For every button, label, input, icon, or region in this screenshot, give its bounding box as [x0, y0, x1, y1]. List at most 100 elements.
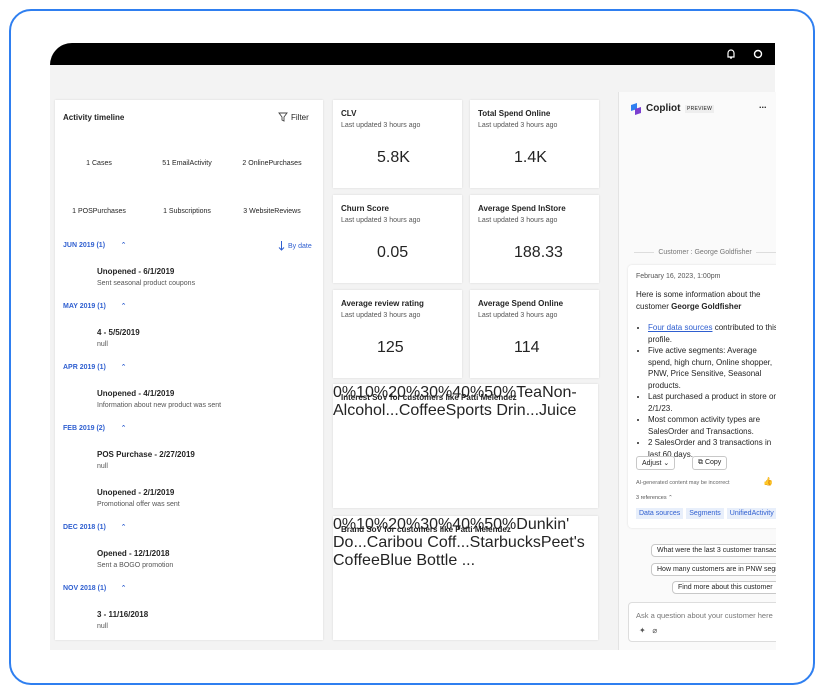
command-bar: [50, 65, 775, 92]
customer-name: George Goldfisher: [671, 301, 742, 311]
month-group[interactable]: APR 2019 (1): [63, 364, 106, 371]
sources-text: contributed to this profile.: [648, 323, 776, 344]
chart: 0%10%20%30%40%50%Dunkin' Do...Caribou Co…: [333, 516, 598, 570]
activity-type-label: 2 OnlinePurchases: [242, 160, 302, 167]
chevron: ⌃: [120, 303, 127, 310]
entry-detail: Sent seasonal product coupons: [97, 280, 196, 287]
month-group[interactable]: DEC 2018 (1): [63, 524, 106, 531]
kpi-updated: Last updated 3 hours ago: [478, 217, 558, 224]
summary-item: Last purchased a product in store on 2/1…: [648, 391, 776, 414]
activity-type-label: 51 EmailActivity: [162, 160, 212, 167]
kpi-updated: Last updated 3 hours ago: [478, 312, 558, 319]
kpi-value: 188.33: [514, 244, 563, 261]
kpi-updated: Last updated 3 hours ago: [341, 312, 421, 319]
kpi-value: 0.05: [377, 244, 409, 261]
customer-label: Customer : George Goldfisher: [658, 249, 752, 256]
summary-item: 2 SalesOrder and 3 transactions in last …: [648, 437, 776, 460]
copy-label: Copy: [704, 459, 722, 466]
month-group[interactable]: JUN 2019 (1): [63, 242, 106, 249]
entry-detail: Information about new product was sent: [97, 402, 222, 409]
filter-icon: [278, 112, 288, 122]
input-placeholder: Ask a question about your customer here: [636, 611, 773, 620]
activity-timeline: Activity timeline Filter By date 1 Cases…: [55, 100, 323, 640]
entry-detail: Promotional offer was sent: [97, 501, 180, 508]
entry-title: Unopened - 2/1/2019: [97, 488, 175, 497]
entry-detail: null: [97, 341, 108, 348]
prompt-icons[interactable]: ✦ ⌀: [639, 626, 658, 635]
thumbs-up[interactable]: 👍: [763, 477, 773, 486]
kpi-card: Average review rating Last updated 3 hour…: [333, 290, 462, 378]
summary-item: Four data sources contributed to this pr…: [648, 322, 776, 345]
month-group[interactable]: FEB 2019 (2): [63, 425, 106, 432]
summary-item: Five active segments: Average spend, hig…: [648, 345, 776, 391]
kpi-card: Average Spend Online Last updated 3 hours…: [470, 290, 599, 378]
more-menu[interactable]: ...: [759, 100, 767, 110]
notification-icon[interactable]: [726, 48, 736, 60]
timeline-title: Activity timeline: [63, 113, 125, 122]
kpi-card: Total Spend Online Last updated 3 hours a…: [470, 100, 599, 188]
x-tick-label: 0%: [333, 516, 357, 533]
kpi-card: CLV Last updated 3 hours ago 5.8K: [333, 100, 462, 188]
chevron: ⌃: [120, 364, 127, 371]
references-toggle[interactable]: 3 references ⌃: [636, 495, 673, 501]
sort-label: By date: [288, 242, 312, 250]
kpi-value: 5.8K: [377, 149, 410, 166]
chat-input[interactable]: Ask a question about your customer here …: [628, 602, 776, 642]
suggestion-chip[interactable]: Find more about this customer: [672, 581, 776, 594]
x-tick-label: 10%: [356, 384, 389, 401]
kpi-card: Average Spend InStore Last updated 3 hour…: [470, 195, 599, 283]
kpi-updated: Last updated 3 hours ago: [341, 122, 421, 129]
suggestion-chip[interactable]: What were the last 3 customer transactio…: [651, 544, 776, 557]
y-category-label: Coffee: [398, 402, 446, 419]
entry-detail: null: [97, 623, 108, 630]
chevron: ⌃: [120, 585, 127, 592]
y-category-label: Non-Alcohol...: [333, 384, 577, 419]
kpi-updated: Last updated 3 hours ago: [341, 217, 421, 224]
x-tick-label: 20%: [388, 384, 421, 401]
y-category-label: Dunkin' Do...: [333, 516, 570, 551]
month-group[interactable]: MAY 2019 (1): [63, 303, 106, 310]
month-group[interactable]: NOV 2018 (1): [63, 585, 107, 592]
settings-icon[interactable]: [752, 48, 764, 60]
chart-card: Brand SoV for customers like Patti Melen…: [333, 516, 598, 640]
x-tick-label: 20%: [388, 516, 421, 533]
entry-title: Opened - 12/1/2018: [97, 549, 170, 558]
sort-icon: [278, 241, 285, 251]
x-tick-label: 30%: [420, 384, 453, 401]
kpi-updated: Last updated 3 hours ago: [478, 122, 558, 129]
suggestion-chip[interactable]: How many customers are in PNW segment?: [651, 562, 776, 576]
chart-title: Interest SoV for customers like Patti Me…: [341, 393, 517, 402]
screenshot-frame: [9, 9, 815, 685]
copilot-logo: [631, 103, 641, 115]
y-category-label: Starbucks: [469, 534, 541, 551]
chevron: ⌃: [120, 524, 127, 531]
summary-item: Most common activity types are SalesOrde…: [648, 414, 776, 437]
x-tick-label: 40%: [452, 516, 485, 533]
adjust-button[interactable]: Adjust ⌄: [636, 456, 676, 470]
disclaimer: AI-generated content may be incorrect: [636, 480, 730, 486]
kpi-title: Average review rating: [341, 299, 424, 308]
reference-tag[interactable]: Segments: [686, 508, 724, 519]
sort-button[interactable]: By date: [278, 241, 312, 251]
filter-button[interactable]: Filter: [278, 112, 309, 122]
x-tick-label: 50%: [484, 516, 517, 533]
y-category-label: Tea: [516, 384, 543, 401]
activity-type-label: 3 WebsiteReviews: [243, 208, 301, 215]
chart: 0%10%20%30%40%50%TeaNon-Alcohol...Coffee…: [333, 384, 598, 420]
copilot-panel: Copliot PREVIEW ... Customer : George Go…: [618, 92, 776, 650]
sources-link[interactable]: Four data sources: [648, 323, 713, 332]
entry-title: 4 - 5/5/2019: [97, 328, 140, 337]
copy-button[interactable]: ⧉ Copy: [692, 456, 728, 470]
intro: Here is some information about the custo…: [636, 289, 776, 312]
reference-tag[interactable]: UnifiedActivity: [726, 508, 776, 519]
response-card: February 16, 2023, 1:00pm Here is some i…: [628, 265, 776, 528]
kpi-card: Churn Score Last updated 3 hours ago 0.05: [333, 195, 462, 283]
filter-label: Filter: [291, 112, 309, 122]
activity-type-label: 1 POSPurchases: [72, 208, 126, 215]
intro-text: Here is some information about the custo…: [636, 290, 761, 311]
y-category-label: Sports Drin...: [445, 402, 540, 419]
kpi-value: 114: [514, 339, 540, 356]
adjust-label: Adjust: [642, 460, 662, 467]
reference-tag[interactable]: Data sources: [636, 508, 684, 519]
